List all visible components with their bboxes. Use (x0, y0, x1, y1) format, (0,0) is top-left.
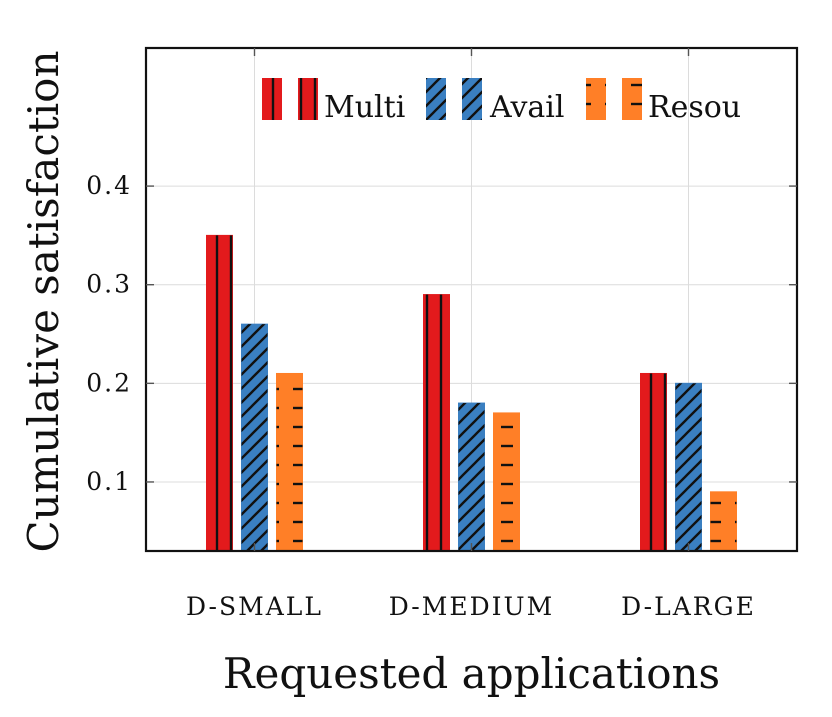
y-tick-labels: 0.1 0.2 0.3 0.4 (86, 171, 132, 496)
bar-multi-0 (206, 234, 233, 552)
legend-label-avail: Avail (489, 90, 564, 125)
x-axis-title: Requested applications (223, 649, 720, 698)
legend-swatch-resou-1 (622, 78, 642, 120)
ytick-label-2: 0.3 (86, 270, 132, 299)
y-axis-title: Cumulative satisfaction (19, 51, 68, 553)
legend-swatch-avail-1 (462, 78, 482, 120)
ytick-label-1: 0.2 (86, 368, 132, 397)
legend-swatch-avail-0 (426, 78, 446, 120)
bar-multi-1 (423, 294, 450, 552)
legend-swatch-multi-0 (262, 78, 282, 120)
bar-multi-2 (640, 372, 667, 552)
bar-resou-1 (493, 412, 520, 552)
legend-label-resou: Resou (648, 90, 741, 125)
bars-group (206, 234, 737, 552)
bar-avail-1 (458, 402, 485, 552)
legend-label-multi: Multi (324, 90, 405, 125)
legend-swatch-resou-0 (586, 78, 606, 120)
bar-resou-0 (276, 372, 303, 552)
legend: Multi Avail Resou (262, 78, 741, 125)
x-category-labels: D-SMALL D-MEDIUM D-LARGE (186, 592, 756, 621)
ytick-label-0: 0.1 (86, 467, 132, 496)
ytick-label-3: 0.4 (86, 171, 132, 200)
bar-resou-2 (710, 491, 737, 552)
legend-item-avail: Avail (426, 78, 564, 125)
legend-item-resou: Resou (586, 78, 741, 125)
bar-avail-2 (675, 382, 702, 552)
legend-swatch-multi-1 (298, 78, 318, 120)
legend-item-multi: Multi (262, 78, 405, 125)
category-label-0: D-SMALL (186, 592, 323, 621)
bar-avail-0 (241, 323, 268, 552)
category-label-1: D-MEDIUM (389, 592, 554, 621)
axis-ticks (146, 48, 797, 551)
category-label-2: D-LARGE (621, 592, 756, 621)
